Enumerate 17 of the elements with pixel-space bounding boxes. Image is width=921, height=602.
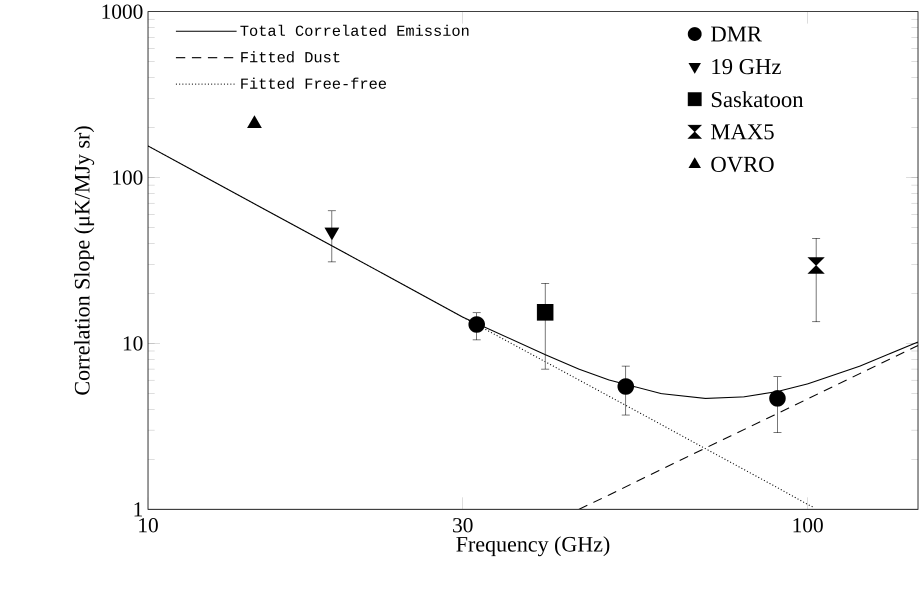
x-tick-label: 100 <box>794 518 823 533</box>
legend-label: Fitted Free-free <box>241 78 386 90</box>
legend-label: OVRO <box>711 156 774 172</box>
y-tick-label: 1 <box>134 502 142 517</box>
legend-label: DMR <box>711 26 762 42</box>
legend-label: Total Correlated Emission <box>240 24 468 36</box>
y-tick-label: 1000 <box>102 4 142 20</box>
y-tick-label: 100 <box>113 170 142 185</box>
y-tick-label: 10 <box>124 336 142 351</box>
x-axis-title: Frequency (GHz) <box>456 536 610 556</box>
legend-label: Fitted Dust <box>241 51 340 63</box>
y-axis-title: Correlation Slope (μK/MJy sr) <box>74 126 94 395</box>
x-tick-label: 30 <box>453 518 473 533</box>
legend-label: 19 GHz <box>712 59 781 74</box>
legend-label: Saskatoon <box>712 91 804 108</box>
legend-label: MAX5 <box>711 124 774 140</box>
x-tick-label: 10 <box>139 518 158 533</box>
